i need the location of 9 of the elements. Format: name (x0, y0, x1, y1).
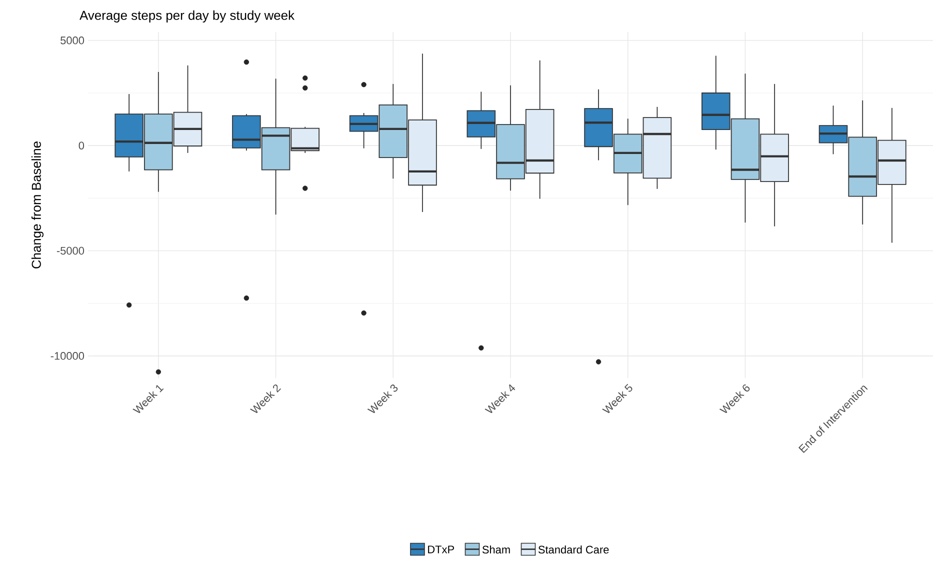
chart-title: Average steps per day by study week (80, 10, 295, 22)
y-tick-label: -5000 (56, 246, 84, 255)
legend-label: Standard Care (538, 546, 609, 554)
legend-label: Sham (482, 546, 510, 554)
y-tick-label: 0 (78, 142, 84, 150)
legend-label: DTxP (428, 546, 454, 554)
y-tick-label: -10000 (50, 352, 84, 360)
y-tick-label: 5000 (60, 36, 84, 44)
y-axis-title: Change from Baseline (31, 142, 44, 268)
